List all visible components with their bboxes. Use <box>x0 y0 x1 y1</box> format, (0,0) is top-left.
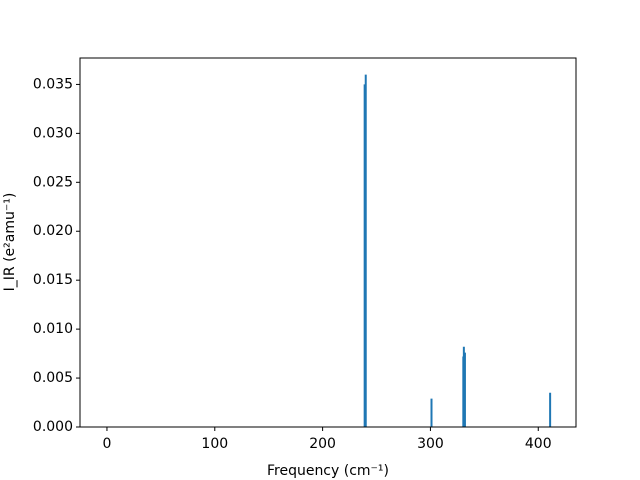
y-tick-label: 0.030 <box>33 125 73 141</box>
y-tick-label: 0.010 <box>33 321 73 337</box>
y-tick-label: 0.005 <box>33 370 73 386</box>
y-tick-label: 0.035 <box>33 76 73 92</box>
x-tick-label: 400 <box>525 436 552 452</box>
y-tick-label: 0.015 <box>33 272 73 288</box>
y-tick-label: 0.025 <box>33 174 73 190</box>
x-tick-label: 0 <box>102 436 111 452</box>
y-axis-label: I_IR (e²amu⁻¹) <box>2 193 18 292</box>
x-tick-label: 200 <box>309 436 336 452</box>
y-tick-label: 0.000 <box>33 419 73 435</box>
x-axis-label: Frequency (cm⁻¹) <box>267 463 389 479</box>
x-tick-label: 100 <box>201 436 228 452</box>
y-tick-label: 0.020 <box>33 223 73 239</box>
plot-frame <box>79 57 577 428</box>
x-tick-label: 300 <box>417 436 444 452</box>
